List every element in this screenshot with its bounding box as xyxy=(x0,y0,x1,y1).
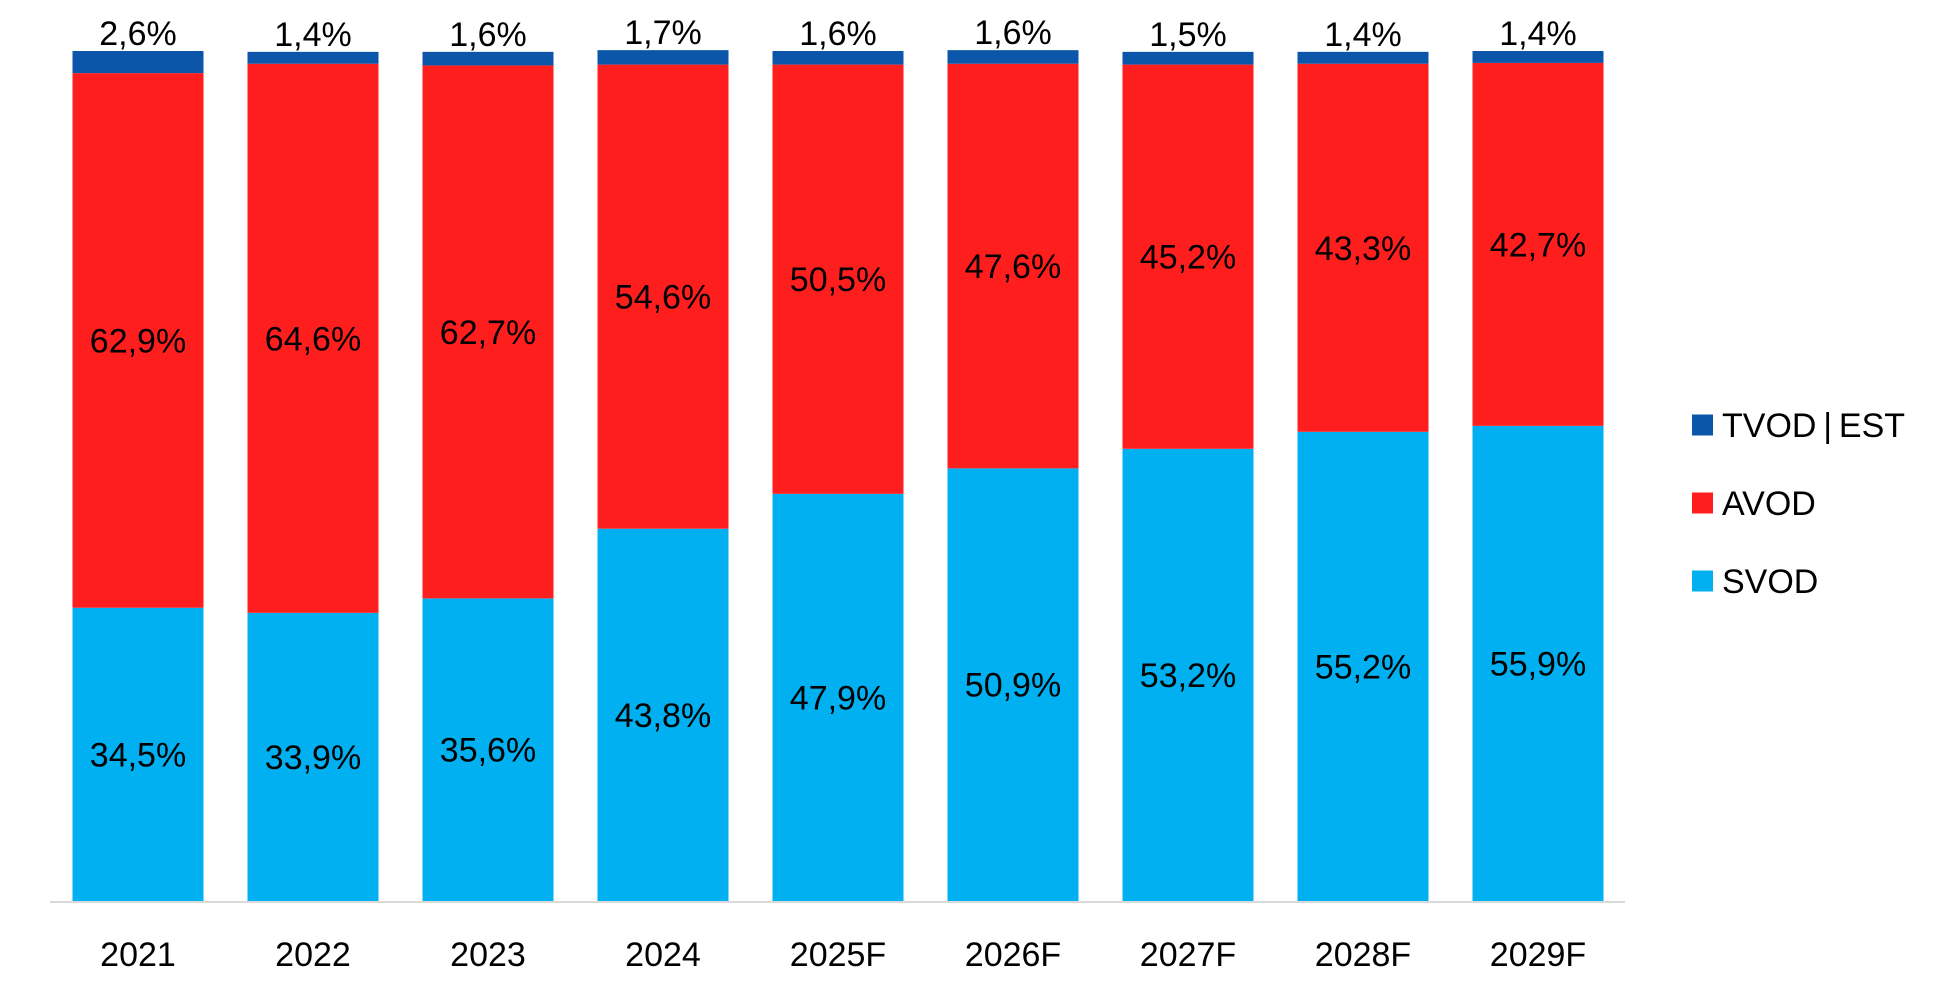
bar-svod-2023 xyxy=(422,598,554,901)
data-label-avod-2027f: 45,2% xyxy=(1140,239,1236,277)
data-label-tvod-est-2027f: 1,5% xyxy=(1149,16,1227,54)
data-label-avod-2022: 64,6% xyxy=(265,320,361,358)
bar-avod-2025f xyxy=(772,64,904,494)
bar-tvod-est-2023 xyxy=(422,51,554,66)
bar-tvod-est-2024 xyxy=(597,50,729,65)
bar-avod-2028f xyxy=(1297,63,1429,432)
bar-avod-2021 xyxy=(72,73,204,608)
legend-swatch-tvod-est xyxy=(1692,414,1713,436)
bar-svod-2027f xyxy=(1122,448,1254,901)
data-label-avod-2029f: 42,7% xyxy=(1490,226,1586,264)
bars-layer xyxy=(72,50,1604,901)
bar-tvod-est-2027f xyxy=(1122,51,1254,65)
bar-avod-2022 xyxy=(247,63,379,613)
x-tick-2023: 2023 xyxy=(450,936,526,974)
bar-tvod-est-2025f xyxy=(772,51,904,65)
x-tick-2027f: 2027F xyxy=(1140,936,1236,974)
data-label-avod-2026f: 47,6% xyxy=(965,248,1061,286)
data-label-tvod-est-2026f: 1,6% xyxy=(974,14,1052,52)
bar-tvod-est-2022 xyxy=(247,51,379,64)
data-label-tvod-est-2028f: 1,4% xyxy=(1324,16,1402,54)
legend: TVOD | EST AVOD SVOD xyxy=(1692,407,1905,601)
x-tick-labels: 2021 2022 2023 2024 2025F 2026F 2027F 2028F 2029… xyxy=(100,936,1586,974)
data-label-svod-2022: 33,9% xyxy=(265,739,361,777)
data-label-tvod-est-2024: 1,7% xyxy=(624,14,702,52)
bar-svod-2028f xyxy=(1297,431,1429,901)
bar-svod-2025f xyxy=(772,493,904,901)
data-label-avod-2023: 62,7% xyxy=(440,314,536,352)
legend-label-svod: SVOD xyxy=(1722,563,1818,601)
data-label-avod-2025f: 50,5% xyxy=(790,261,886,299)
bar-avod-2023 xyxy=(422,65,554,599)
data-label-svod-2028f: 55,2% xyxy=(1315,648,1411,686)
data-label-svod-2029f: 55,9% xyxy=(1490,645,1586,683)
data-label-tvod-est-2021: 2,6% xyxy=(99,15,177,53)
legend-swatch-svod xyxy=(1692,570,1713,592)
bar-avod-2027f xyxy=(1122,64,1254,449)
legend-label-tvod-est: TVOD | EST xyxy=(1722,407,1905,445)
bar-svod-2026f xyxy=(947,468,1079,901)
legend-label-avod: AVOD xyxy=(1722,485,1816,523)
data-label-tvod-est-2023: 1,6% xyxy=(449,16,527,54)
data-label-tvod-est-2029f: 1,4% xyxy=(1499,15,1577,53)
legend-swatch-avod xyxy=(1692,492,1713,514)
x-tick-2029f: 2029F xyxy=(1490,936,1586,974)
bar-tvod-est-2029f xyxy=(1472,51,1604,63)
x-tick-2028f: 2028F xyxy=(1315,936,1411,974)
data-label-svod-2023: 35,6% xyxy=(440,732,536,770)
data-label-tvod-est-2022: 1,4% xyxy=(274,16,352,54)
x-tick-2025f: 2025F xyxy=(790,936,886,974)
bar-avod-2029f xyxy=(1472,62,1604,426)
x-tick-2021: 2021 xyxy=(100,936,176,974)
bar-svod-2024 xyxy=(597,528,729,901)
x-tick-2022: 2022 xyxy=(275,936,351,974)
bar-avod-2024 xyxy=(597,64,729,529)
data-label-avod-2024: 54,6% xyxy=(615,279,711,317)
data-label-tvod-est-2025f: 1,6% xyxy=(799,15,877,53)
bar-avod-2026f xyxy=(947,63,1079,469)
data-labels-layer: 34,5% 62,9% 2,6% 33,9% 64,6% 1,4% 35,6% 62,7% 1,… xyxy=(90,14,1586,777)
bar-svod-2029f xyxy=(1472,425,1604,901)
x-tick-2026f: 2026F xyxy=(965,936,1061,974)
bar-tvod-est-2021 xyxy=(72,51,204,74)
data-label-svod-2021: 34,5% xyxy=(90,736,186,774)
data-label-svod-2025f: 47,9% xyxy=(790,679,886,717)
data-label-avod-2021: 62,9% xyxy=(90,322,186,360)
data-label-svod-2026f: 50,9% xyxy=(965,667,1061,705)
bar-svod-2021 xyxy=(72,607,204,901)
bar-svod-2022 xyxy=(247,612,379,901)
bar-tvod-est-2028f xyxy=(1297,51,1429,64)
data-label-svod-2027f: 53,2% xyxy=(1140,657,1236,695)
bar-tvod-est-2026f xyxy=(947,50,1079,64)
data-label-svod-2024: 43,8% xyxy=(615,697,711,735)
data-label-avod-2028f: 43,3% xyxy=(1315,230,1411,268)
x-tick-2024: 2024 xyxy=(625,936,701,974)
